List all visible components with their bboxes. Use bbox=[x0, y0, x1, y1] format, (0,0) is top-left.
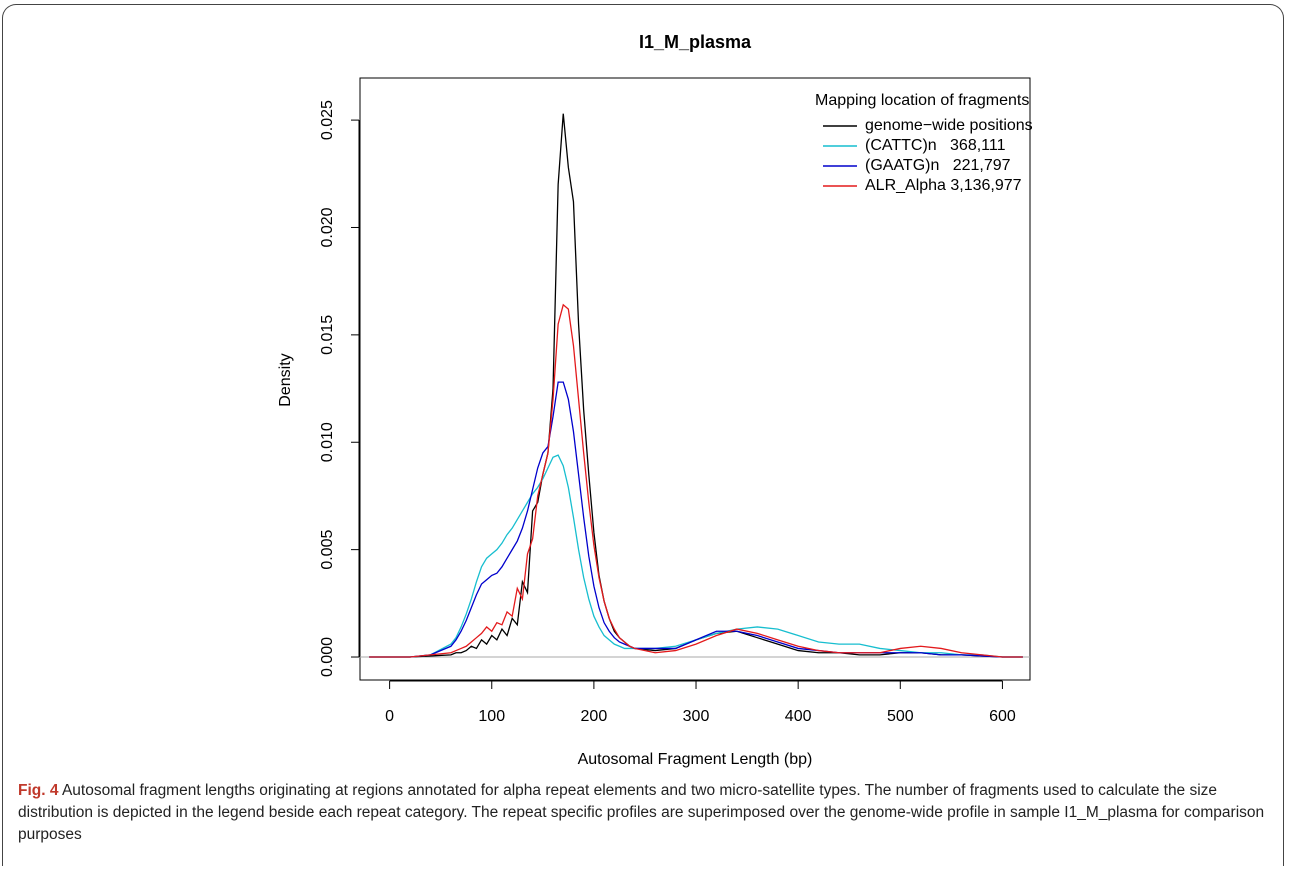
x-tick-label: 100 bbox=[478, 708, 505, 725]
caption-label: Fig. 4 bbox=[18, 782, 59, 799]
y-axis-label: Density bbox=[277, 353, 294, 406]
plot-box bbox=[359, 77, 1031, 681]
y-tick-label: 0.005 bbox=[319, 530, 336, 570]
caption-text: Autosomal fragment lengths originating a… bbox=[18, 782, 1265, 843]
legend-label: ALR_Alpha 3,136,977 bbox=[865, 177, 1022, 194]
legend-label: (GAATG)n 221,797 bbox=[865, 157, 1011, 174]
y-tick-label: 0.025 bbox=[319, 100, 336, 140]
figure-frame bbox=[2, 4, 1284, 866]
x-tick-label: 200 bbox=[581, 708, 608, 725]
x-tick-label: 300 bbox=[683, 708, 710, 725]
y-tick-label: 0.000 bbox=[319, 637, 336, 677]
y-tick-label: 0.010 bbox=[319, 422, 336, 462]
legend-label: genome−wide positions bbox=[865, 117, 1033, 134]
chart-title: I1_M_plasma bbox=[639, 32, 752, 52]
series-line bbox=[369, 113, 1023, 658]
y-tick-label: 0.020 bbox=[319, 207, 336, 247]
legend-label: (CATTC)n 368,111 bbox=[865, 137, 1006, 154]
x-axis-label: Autosomal Fragment Length (bp) bbox=[578, 751, 813, 768]
chart: I1_M_plasma Autosomal Fragment Length (b… bbox=[277, 32, 1033, 768]
legend-title: Mapping location of fragments bbox=[815, 92, 1029, 109]
x-tick-label: 500 bbox=[887, 708, 914, 725]
x-tick-label: 400 bbox=[785, 708, 812, 725]
caption: Fig. 4 Autosomal fragment lengths origin… bbox=[18, 780, 1280, 846]
x-tick-label: 0 bbox=[385, 708, 394, 725]
y-tick-label: 0.015 bbox=[319, 315, 336, 355]
series-line bbox=[369, 454, 1023, 658]
series-line bbox=[369, 381, 1023, 658]
x-tick-label: 600 bbox=[989, 708, 1016, 725]
series-line bbox=[369, 303, 1023, 658]
